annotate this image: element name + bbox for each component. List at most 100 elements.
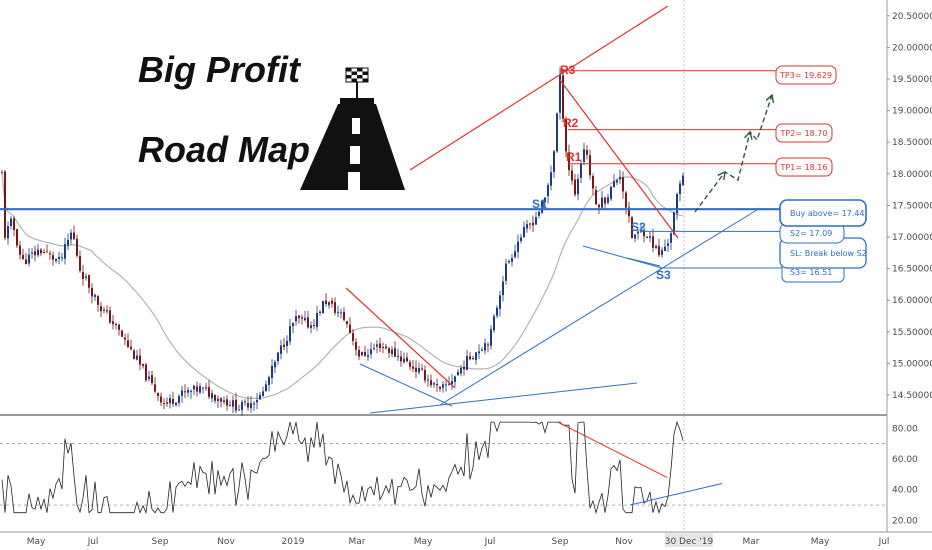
- candle-body: [124, 337, 126, 340]
- road-map-icon: [300, 67, 405, 190]
- candle-body: [667, 243, 669, 246]
- candle-body: [208, 387, 210, 397]
- candle-body: [193, 385, 195, 390]
- price-tick-label: 17.50000: [892, 201, 932, 211]
- candle-body: [46, 251, 48, 253]
- support-line-5: [626, 257, 661, 267]
- level-label-s1: S1: [532, 197, 547, 211]
- candle-body: [139, 355, 141, 365]
- time-tick-label: Sep: [152, 537, 169, 547]
- candle-body: [229, 405, 231, 407]
- support-line-4: [582, 245, 663, 269]
- candle-body: [373, 348, 375, 350]
- candle-body: [160, 396, 162, 403]
- candle-body: [106, 310, 108, 312]
- candle-body: [340, 312, 342, 314]
- level-label-r1: R1: [566, 150, 582, 164]
- candle-body: [523, 226, 525, 238]
- candle-body: [511, 258, 513, 262]
- candle-body: [226, 399, 228, 406]
- candle-body: [349, 324, 351, 333]
- candle-body: [259, 394, 261, 400]
- candle-body: [130, 346, 132, 350]
- candle-body: [505, 263, 507, 281]
- candle-body: [514, 251, 516, 258]
- candle-body: [256, 400, 258, 403]
- candle-body: [331, 300, 333, 304]
- candle-body: [7, 226, 9, 239]
- candle-body: [409, 362, 411, 367]
- candle-body: [475, 352, 477, 360]
- candle-body: [550, 172, 552, 186]
- price-tick-label: 17.00000: [892, 233, 932, 243]
- candle-body: [604, 197, 606, 204]
- time-tick-label: Mar: [349, 537, 366, 547]
- candle-body: [622, 177, 624, 192]
- candle-body: [43, 252, 45, 254]
- candle-body: [571, 170, 573, 181]
- candle-body: [385, 346, 387, 349]
- candle-body: [430, 380, 432, 385]
- candle-body: [337, 311, 339, 313]
- candle-body: [217, 398, 219, 401]
- candle-body: [487, 344, 489, 346]
- tp1-box-text: TP1= 18.16: [780, 163, 828, 172]
- osc-tick-label: 80.00: [892, 424, 918, 434]
- candle-body: [418, 367, 420, 373]
- price-tick-label: 18.00000: [892, 170, 932, 180]
- candle-body: [619, 176, 621, 180]
- candle-body: [478, 351, 480, 354]
- s3-box-text: S3= 16.51: [790, 268, 832, 277]
- candle-body: [58, 256, 60, 260]
- candle-body: [370, 349, 372, 355]
- candle-body: [547, 184, 549, 197]
- candle-body: [499, 295, 501, 309]
- level-label-r3: R3: [560, 63, 576, 77]
- candle-body: [73, 232, 75, 240]
- candle-body: [361, 352, 363, 356]
- time-tick-label: 2019: [282, 537, 305, 547]
- candle-body: [151, 375, 153, 383]
- buy-box-text: Buy above= 17.44: [790, 209, 865, 218]
- candle-body: [661, 250, 663, 255]
- candle-body: [310, 325, 312, 328]
- gridlines: [0, 0, 887, 532]
- candle-body: [235, 399, 237, 411]
- candle-body: [400, 356, 402, 362]
- candle-body: [268, 377, 270, 385]
- candle-body: [94, 294, 96, 297]
- candle-body: [529, 223, 531, 225]
- tp3-box-text: TP3= 19.629: [779, 71, 832, 80]
- candle-body: [328, 302, 330, 306]
- tp1-box: TP1= 18.16: [775, 157, 833, 177]
- candle-body: [664, 246, 666, 252]
- candle-body: [199, 386, 201, 393]
- candle-body: [598, 204, 600, 208]
- candle-body: [427, 379, 429, 381]
- candle-body: [34, 251, 36, 256]
- title-line-1: Big Profit: [138, 49, 302, 90]
- candle-body: [286, 340, 288, 346]
- candle-body: [544, 197, 546, 203]
- candle-body: [445, 384, 447, 386]
- candle-body: [508, 260, 510, 263]
- projection-path: [694, 94, 773, 213]
- candle-body: [301, 317, 303, 319]
- candle-body: [496, 307, 498, 316]
- candle-body: [154, 384, 156, 392]
- price-tick-label: 20.50000: [892, 12, 932, 22]
- candle-body: [607, 197, 609, 203]
- candle-body: [49, 253, 51, 255]
- candle-body: [613, 181, 615, 188]
- s2-box-text: S2= 17.09: [790, 229, 832, 238]
- moving-average: [1, 172, 684, 399]
- candle-body: [313, 325, 315, 327]
- candle-body: [238, 409, 240, 411]
- candle-body: [421, 368, 423, 370]
- candle-body: [577, 178, 579, 195]
- price-tick-label: 14.50000: [892, 391, 932, 401]
- candle-body: [157, 392, 159, 397]
- price-tick-label: 15.00000: [892, 359, 932, 369]
- candle-body: [184, 391, 186, 393]
